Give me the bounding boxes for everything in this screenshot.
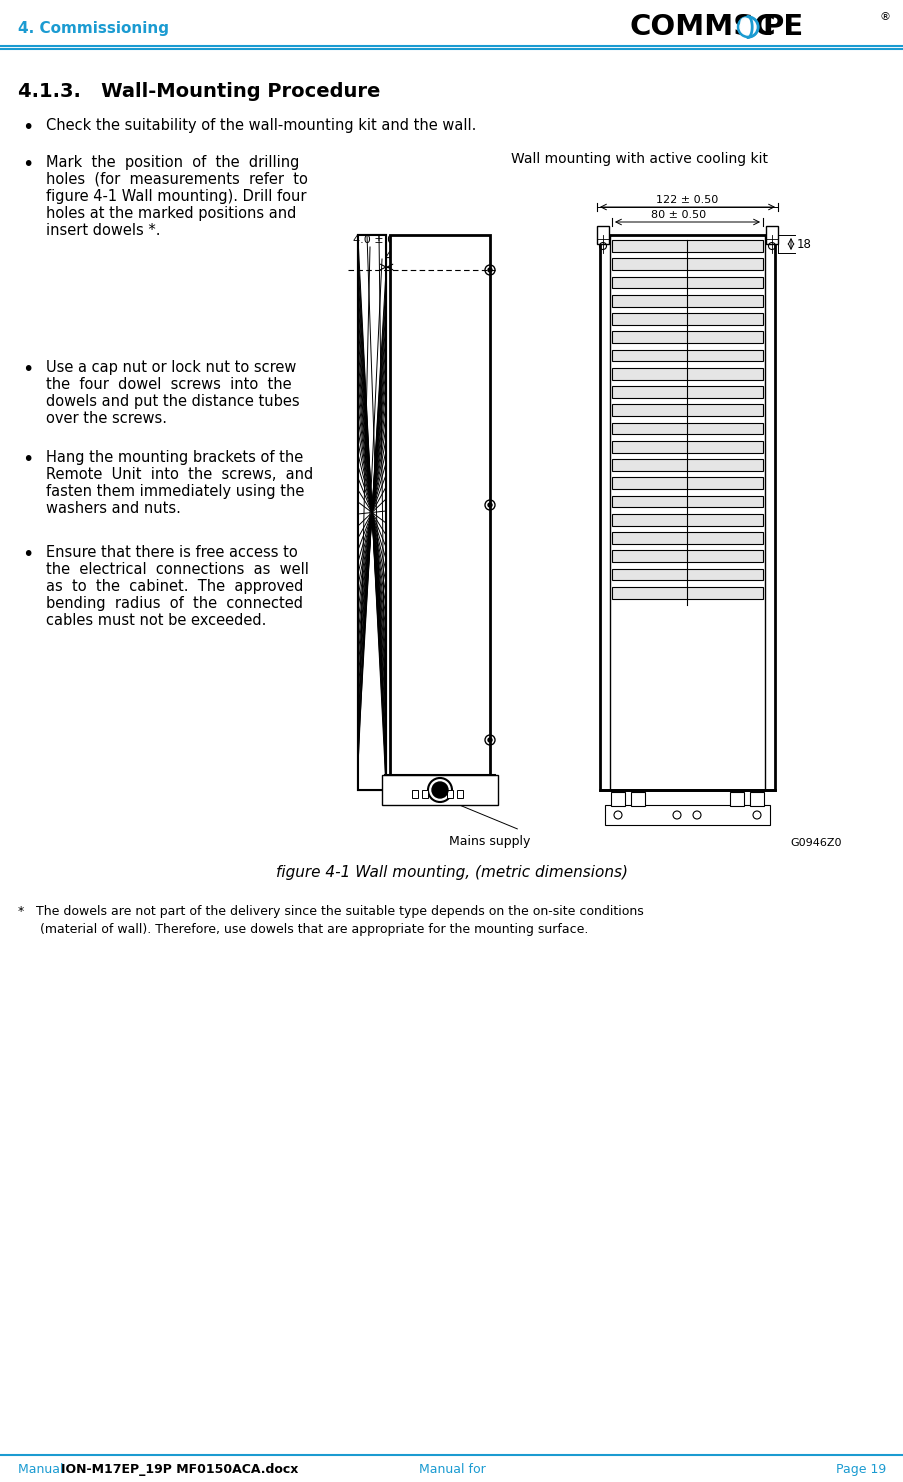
Text: ®: ®	[879, 12, 890, 22]
Text: washers and nuts.: washers and nuts.	[46, 501, 181, 516]
Text: 18: 18	[796, 237, 811, 250]
Bar	[412, 790, 417, 797]
Text: Ensure that there is free access to: Ensure that there is free access to	[46, 545, 297, 560]
Bar	[596, 225, 609, 245]
Text: ION-M17EP_19P MF0150ACA.docx: ION-M17EP_19P MF0150ACA.docx	[61, 1463, 298, 1476]
Bar	[749, 791, 763, 806]
Text: PE: PE	[761, 13, 803, 41]
Text: holes  (for  measurements  refer  to: holes (for measurements refer to	[46, 172, 308, 187]
Text: Remote  Unit  into  the  screws,  and: Remote Unit into the screws, and	[46, 467, 313, 482]
Bar	[611, 495, 762, 507]
Text: figure 4-1 Wall mounting). Drill four: figure 4-1 Wall mounting). Drill four	[46, 190, 306, 205]
Text: The dowels are not part of the delivery since the suitable type depends on the o: The dowels are not part of the delivery …	[28, 906, 643, 937]
Text: Mains supply: Mains supply	[449, 834, 530, 848]
Circle shape	[488, 268, 491, 273]
Bar	[765, 225, 777, 245]
Circle shape	[488, 502, 491, 507]
Text: 80 ± 0.50: 80 ± 0.50	[651, 210, 706, 219]
Bar	[610, 791, 624, 806]
Text: +: +	[438, 273, 451, 288]
Text: 4.1.3.   Wall-Mounting Procedure: 4.1.3. Wall-Mounting Procedure	[18, 82, 380, 101]
Bar	[611, 587, 762, 599]
Bar	[382, 775, 498, 805]
Circle shape	[432, 782, 448, 797]
Text: figure 4-1 Wall mounting, (metric dimensions): figure 4-1 Wall mounting, (metric dimens…	[275, 865, 628, 880]
Bar	[604, 805, 769, 825]
Circle shape	[740, 18, 749, 27]
Bar	[611, 295, 762, 307]
Text: Mark  the  position  of  the  drilling: Mark the position of the drilling	[46, 156, 299, 170]
Text: Page 19: Page 19	[835, 1463, 885, 1476]
Bar	[611, 277, 762, 289]
Text: Check the suitability of the wall-mounting kit and the wall.: Check the suitability of the wall-mounti…	[46, 119, 476, 133]
Text: fasten them immediately using the: fasten them immediately using the	[46, 485, 304, 499]
Text: bending  radius  of  the  connected: bending radius of the connected	[46, 596, 303, 611]
Bar	[611, 459, 762, 471]
Bar	[600, 236, 774, 790]
Text: 122 ± 0.50: 122 ± 0.50	[656, 196, 717, 205]
Bar	[389, 236, 489, 775]
Text: the  electrical  connections  as  well: the electrical connections as well	[46, 562, 309, 576]
Circle shape	[488, 738, 491, 742]
Bar	[611, 477, 762, 489]
Text: Manual: Manual	[18, 1463, 68, 1476]
Bar	[611, 258, 762, 270]
Bar	[611, 368, 762, 379]
Bar	[611, 240, 762, 252]
Bar	[446, 790, 452, 797]
Text: +: +	[435, 732, 448, 747]
Bar	[611, 532, 762, 544]
Text: insert dowels *.: insert dowels *.	[46, 222, 161, 239]
Text: Wall mounting with active cooling kit: Wall mounting with active cooling kit	[511, 153, 768, 166]
Text: •: •	[22, 156, 33, 173]
Bar	[730, 791, 743, 806]
Text: COMMSC: COMMSC	[629, 13, 776, 41]
Text: cables must not be exceeded.: cables must not be exceeded.	[46, 614, 266, 628]
Bar	[611, 350, 762, 362]
Text: as  to  the  cabinet.  The  approved: as to the cabinet. The approved	[46, 579, 303, 594]
Text: G0946Z0: G0946Z0	[789, 837, 841, 848]
Bar	[611, 313, 762, 325]
Text: •: •	[22, 119, 33, 136]
Bar	[611, 569, 762, 581]
Text: dowels and put the distance tubes: dowels and put the distance tubes	[46, 394, 299, 409]
Text: *: *	[18, 906, 24, 917]
Circle shape	[740, 19, 755, 36]
Text: +: +	[418, 732, 431, 747]
Bar	[611, 514, 762, 526]
Text: Hang the mounting brackets of the: Hang the mounting brackets of the	[46, 451, 303, 465]
Bar	[358, 236, 386, 790]
Text: •: •	[22, 451, 33, 468]
Text: 796 ± 1.00: 796 ± 1.00	[681, 480, 691, 542]
Text: •: •	[22, 545, 33, 565]
Text: +: +	[405, 273, 418, 288]
Bar	[630, 791, 644, 806]
Text: the  four  dowel  screws  into  the: the four dowel screws into the	[46, 376, 292, 393]
Bar	[611, 422, 762, 434]
Text: Use a cap nut or lock nut to screw: Use a cap nut or lock nut to screw	[46, 360, 296, 375]
Bar	[611, 405, 762, 416]
Bar	[358, 236, 386, 790]
Bar	[422, 790, 427, 797]
Bar	[611, 385, 762, 397]
Bar	[611, 550, 762, 562]
Text: Manual for: Manual for	[418, 1463, 485, 1476]
Text: •: •	[22, 360, 33, 379]
Text: 9: 9	[655, 245, 662, 253]
Text: holes at the marked positions and: holes at the marked positions and	[46, 206, 296, 221]
Bar	[358, 236, 386, 790]
Text: 4: 4	[384, 250, 392, 262]
Bar	[611, 440, 762, 452]
Text: 4. Commissioning: 4. Commissioning	[18, 21, 169, 36]
Circle shape	[737, 16, 758, 37]
Text: +: +	[401, 732, 414, 747]
Text: over the screws.: over the screws.	[46, 411, 167, 425]
Bar	[611, 332, 762, 344]
Text: 4.0 ± 0.50: 4.0 ± 0.50	[352, 236, 411, 245]
Bar	[457, 790, 462, 797]
